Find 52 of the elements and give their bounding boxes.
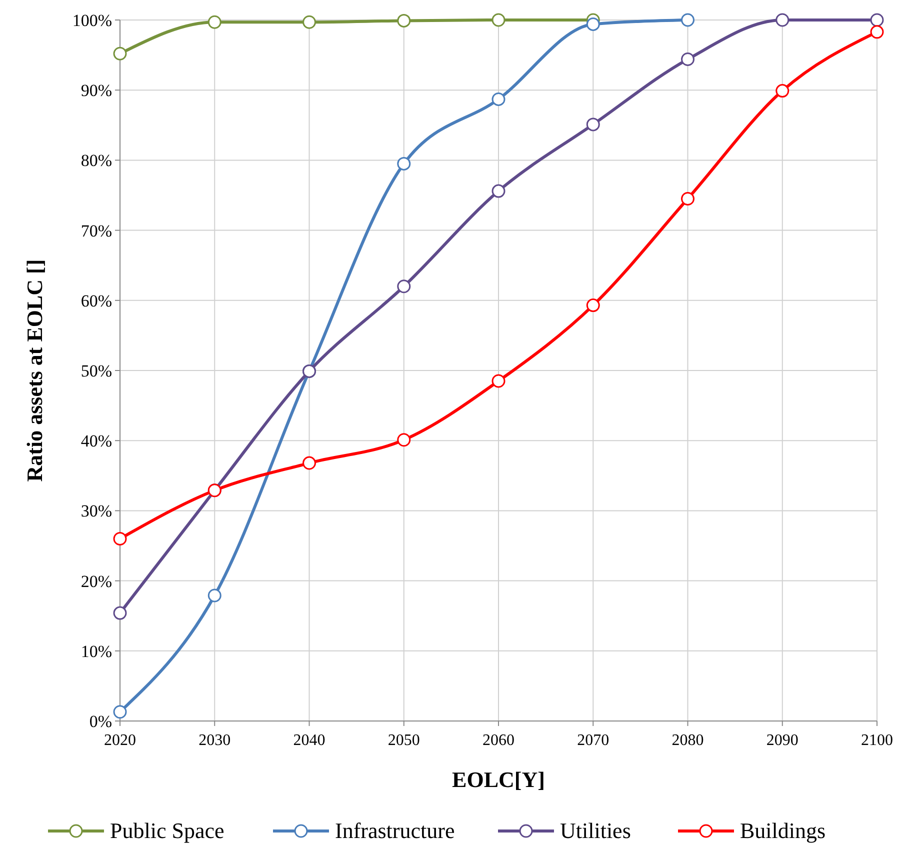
point: [113, 532, 127, 546]
point: [586, 298, 600, 312]
y-tick-label: 90%: [80, 81, 112, 100]
y-tick-label: 20%: [80, 572, 112, 591]
point: [302, 15, 316, 29]
point: [492, 13, 506, 27]
x-tick-label: 2050: [388, 732, 420, 749]
point: [681, 52, 694, 66]
point: [586, 118, 600, 132]
point: [492, 92, 506, 106]
point: [397, 433, 411, 447]
x-axis-title: EOLC[Y]: [452, 767, 545, 792]
legend-label: Public Space: [110, 818, 224, 843]
point: [302, 456, 316, 470]
x-tick-label: 2090: [766, 732, 798, 749]
x-tick-label: 2030: [198, 732, 231, 749]
x-tick-label: 2040: [293, 732, 326, 749]
point: [208, 15, 222, 29]
point: [397, 156, 411, 170]
x-tick-label: 2100: [861, 732, 893, 749]
point: [492, 374, 506, 388]
x-tick-label: 2080: [672, 732, 704, 749]
point: [681, 13, 694, 27]
legend-label: Infrastructure: [335, 818, 455, 843]
point: [492, 184, 506, 198]
point: [870, 25, 884, 39]
point: [776, 84, 790, 98]
point: [870, 13, 884, 27]
point: [208, 588, 222, 602]
x-tick-label: 2060: [482, 732, 514, 749]
y-tick-label: 100%: [72, 11, 112, 30]
y-tick-label: 30%: [80, 502, 112, 521]
point: [113, 606, 127, 620]
legend-label: Utilities: [560, 818, 631, 843]
y-tick-label: 40%: [80, 432, 112, 451]
point: [397, 14, 411, 28]
legend-label: Buildings: [740, 818, 826, 843]
x-tick-label: 2020: [104, 732, 136, 749]
y-tick-label: 0%: [89, 712, 112, 731]
point: [113, 46, 127, 60]
y-tick-label: 60%: [80, 291, 112, 310]
y-tick-label: 10%: [80, 642, 112, 661]
y-tick-label: 80%: [80, 151, 112, 170]
point: [397, 280, 411, 294]
point: [113, 705, 127, 719]
y-tick-label: 50%: [80, 362, 112, 380]
point: [586, 17, 600, 31]
y-tick-label: 70%: [80, 221, 112, 240]
point: [681, 192, 694, 206]
y-axis-title: Ratio assets at EOLC []: [22, 259, 47, 482]
x-tick-label: 2070: [577, 732, 610, 749]
point: [776, 13, 790, 27]
